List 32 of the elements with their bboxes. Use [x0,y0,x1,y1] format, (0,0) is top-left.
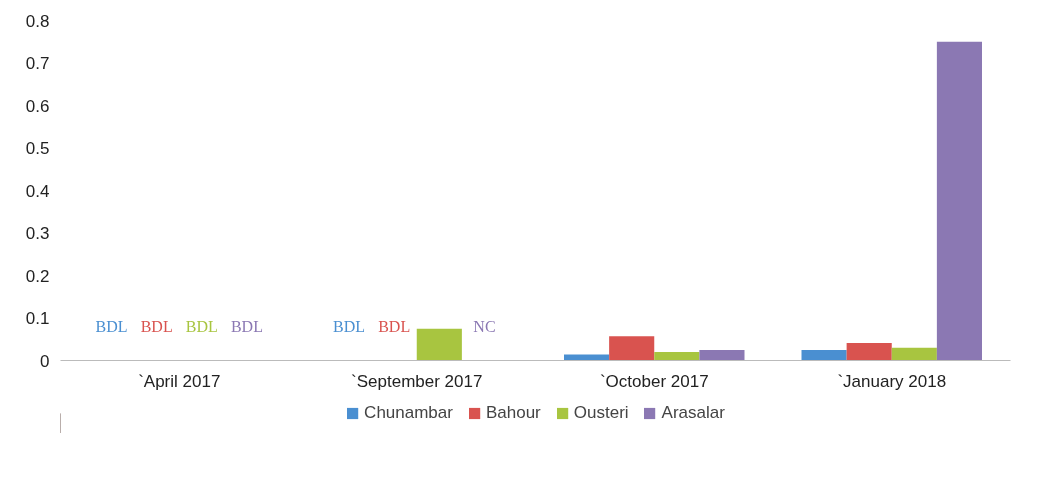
text: BDL [378,317,411,335]
x-tick-label: `January 2018 [837,371,947,391]
y-tick-label: 0.1 [25,309,50,328]
bar [416,328,462,361]
y-tick-label: 0.8 [25,11,50,31]
y-tick-label: 0 [40,351,50,371]
y-tick-label: 0.2 [25,266,50,286]
y-tick-label: 0.4 [25,181,50,201]
y-tick-label: 0.5 [25,139,50,158]
bar [609,336,655,361]
x-tick-label: `April 2017 [138,371,221,391]
bar [846,343,892,361]
text: BDL [333,317,366,335]
legend-label: Arasalar [661,403,725,423]
y-tick-label: 0.6 [25,96,50,116]
text: BDL [140,317,173,335]
x-tick-label: `September 2017 [351,371,483,391]
y-tick-label: 0.7 [25,54,50,73]
x-tick-label: `October 2017 [599,371,709,391]
text: BDL [95,317,128,335]
legend-label: Bahour [485,403,541,423]
legend-label: Chunambar [364,403,453,423]
bar [699,349,745,361]
text: NC [473,317,496,335]
legend-label: Ousteri [573,403,629,423]
text: BDL [230,317,263,335]
bar [891,347,937,361]
y-tick-label: 0.3 [25,224,50,243]
text: BDL [185,317,218,335]
bar [654,352,700,361]
bar [936,41,982,361]
bar [801,349,847,361]
